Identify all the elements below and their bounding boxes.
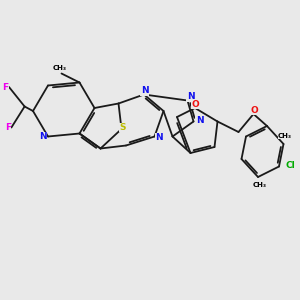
Text: N: N bbox=[196, 116, 203, 125]
Text: F: F bbox=[5, 123, 11, 132]
Text: N: N bbox=[155, 134, 163, 142]
Text: O: O bbox=[250, 106, 258, 115]
Text: CH₃: CH₃ bbox=[253, 182, 266, 188]
Text: CH₃: CH₃ bbox=[53, 65, 67, 71]
Text: N: N bbox=[187, 92, 194, 101]
Text: CH₃: CH₃ bbox=[278, 133, 292, 139]
Text: Cl: Cl bbox=[286, 160, 295, 169]
Text: S: S bbox=[120, 123, 126, 132]
Text: O: O bbox=[191, 100, 199, 109]
Text: N: N bbox=[141, 86, 148, 95]
Text: F: F bbox=[2, 82, 8, 91]
Text: N: N bbox=[39, 132, 46, 141]
